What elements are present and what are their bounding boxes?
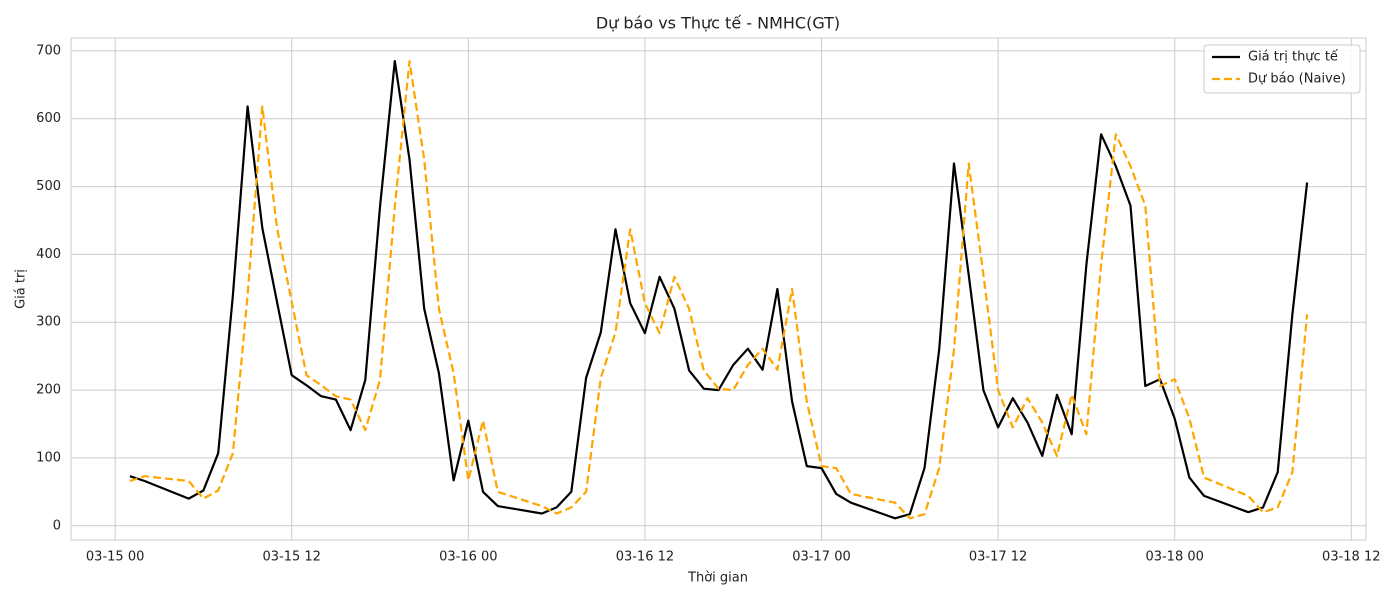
line-series [129,60,1309,520]
x-tick-label: 03-18 00 [1145,550,1203,565]
y-tick-label: 300 [36,315,61,330]
y-axis-label: Giá trị [14,269,29,309]
x-tick-label: 03-18 12 [1322,550,1380,565]
y-tick-label: 700 [36,43,61,58]
plot-frame [70,37,1367,541]
x-tick-label: 03-16 12 [616,550,674,565]
legend-label: Dự báo (Naive) [1248,72,1346,87]
legend-label: Giá trị thực tế [1248,50,1338,65]
y-tick-label: 100 [36,450,61,465]
line-series [129,60,1309,520]
y-tick-label: 0 [53,518,61,533]
x-axis-label: Thời gian [687,571,748,586]
x-tick-label: 03-17 00 [792,550,850,565]
y-tick-label: 400 [36,247,61,262]
x-tick-label: 03-17 12 [969,550,1027,565]
legend: Giá trị thực tế Dự báo (Naive) [1203,44,1361,94]
y-tick-label: 200 [36,383,61,398]
x-tick-label: 03-15 00 [86,550,144,565]
x-tick-label: 03-16 00 [439,550,497,565]
x-tick-label: 03-15 12 [263,550,321,565]
chart-title: Dự báo vs Thực tế - NMHC(GT) [596,14,840,33]
y-tick-label: 600 [36,111,61,126]
legend-box [1203,44,1361,94]
y-tick-label: 500 [36,179,61,194]
